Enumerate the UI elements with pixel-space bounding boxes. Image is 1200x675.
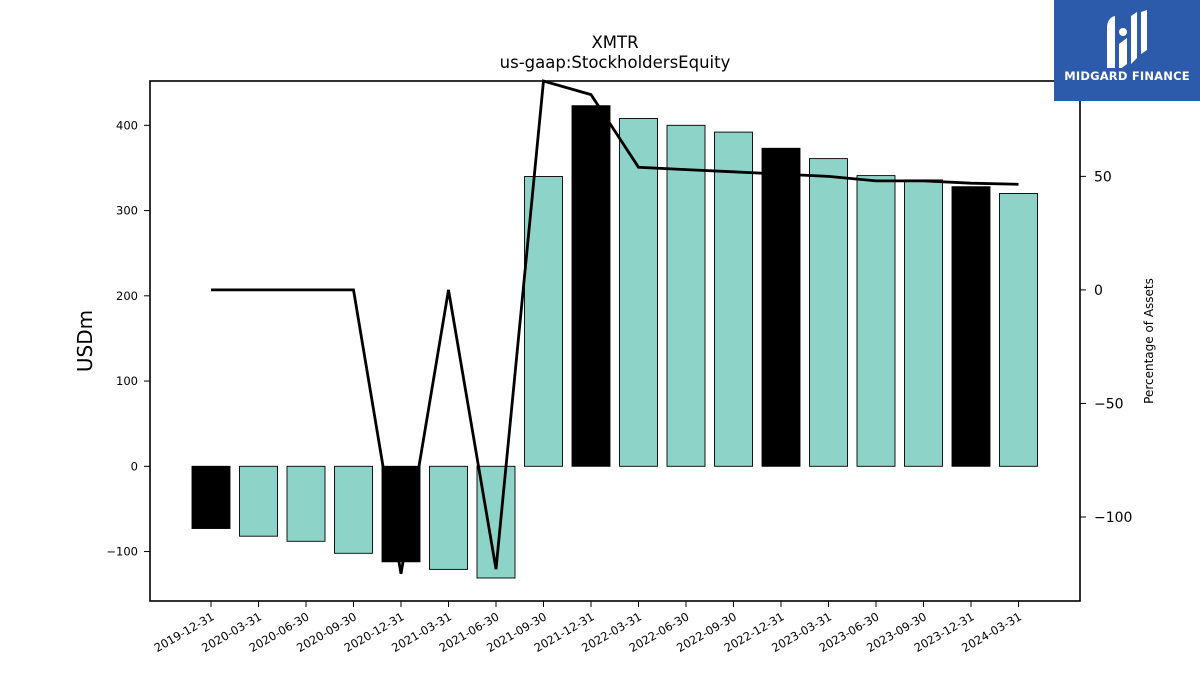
y-tick-label: 400 — [116, 118, 138, 132]
bar-2020-03-31 — [239, 465, 278, 537]
bar-2022-06-30 — [666, 124, 706, 467]
bar-2022-09-30 — [714, 131, 753, 467]
logo-text: MIDGARD FINANCE — [1064, 69, 1190, 83]
bar-2021-03-31 — [429, 465, 468, 570]
percentage-line — [211, 79, 1019, 575]
line-layer — [211, 79, 1019, 575]
bar-2022-12-31 — [761, 147, 801, 467]
chart-subtitle: us-gaap:StockholdersEquity — [500, 53, 731, 72]
bar-2023-12-31 — [951, 186, 991, 467]
y-tick-label: 300 — [116, 204, 138, 218]
bar-2023-09-30 — [904, 179, 943, 467]
y-tick-label: 100 — [116, 374, 138, 388]
y-axis-right: −100 −50 0 50 — [1080, 169, 1132, 526]
bar-2023-03-31 — [809, 158, 848, 467]
bar-2024-03-31 — [999, 193, 1038, 467]
x-axis: 2019-12-312020-03-312020-06-302020-09-30… — [152, 601, 1024, 655]
y2-tick-label: 0 — [1094, 283, 1103, 299]
bar-2023-06-30 — [856, 175, 896, 467]
y2-tick-label: −50 — [1094, 396, 1124, 412]
bar-2019-12-31 — [191, 465, 231, 529]
bar-2020-09-30 — [334, 465, 373, 554]
y2-tick-label: 50 — [1094, 169, 1112, 185]
brand-logo: MIDGARD FINANCE — [1054, 0, 1200, 101]
chart-title: XMTR — [591, 33, 638, 52]
bar-2022-03-31 — [619, 118, 658, 467]
bar-2020-12-31 — [381, 465, 421, 563]
y2-axis-label: Percentage of Assets — [1142, 278, 1156, 404]
y-axis-label: USDm — [73, 310, 97, 372]
midgard-logo-icon — [1107, 10, 1147, 68]
y2-tick-label: −100 — [1094, 510, 1132, 526]
bars-layer — [191, 105, 1038, 579]
bar-2021-12-31 — [571, 105, 611, 467]
bar-2020-06-30 — [286, 465, 326, 542]
plot-frame — [149, 80, 1081, 602]
y-tick-label: 200 — [116, 289, 138, 303]
y-tick-label: 0 — [131, 459, 138, 473]
y-axis-left: −100 0 100 200 300 400 — [106, 118, 150, 559]
y-tick-label: −100 — [106, 545, 138, 559]
